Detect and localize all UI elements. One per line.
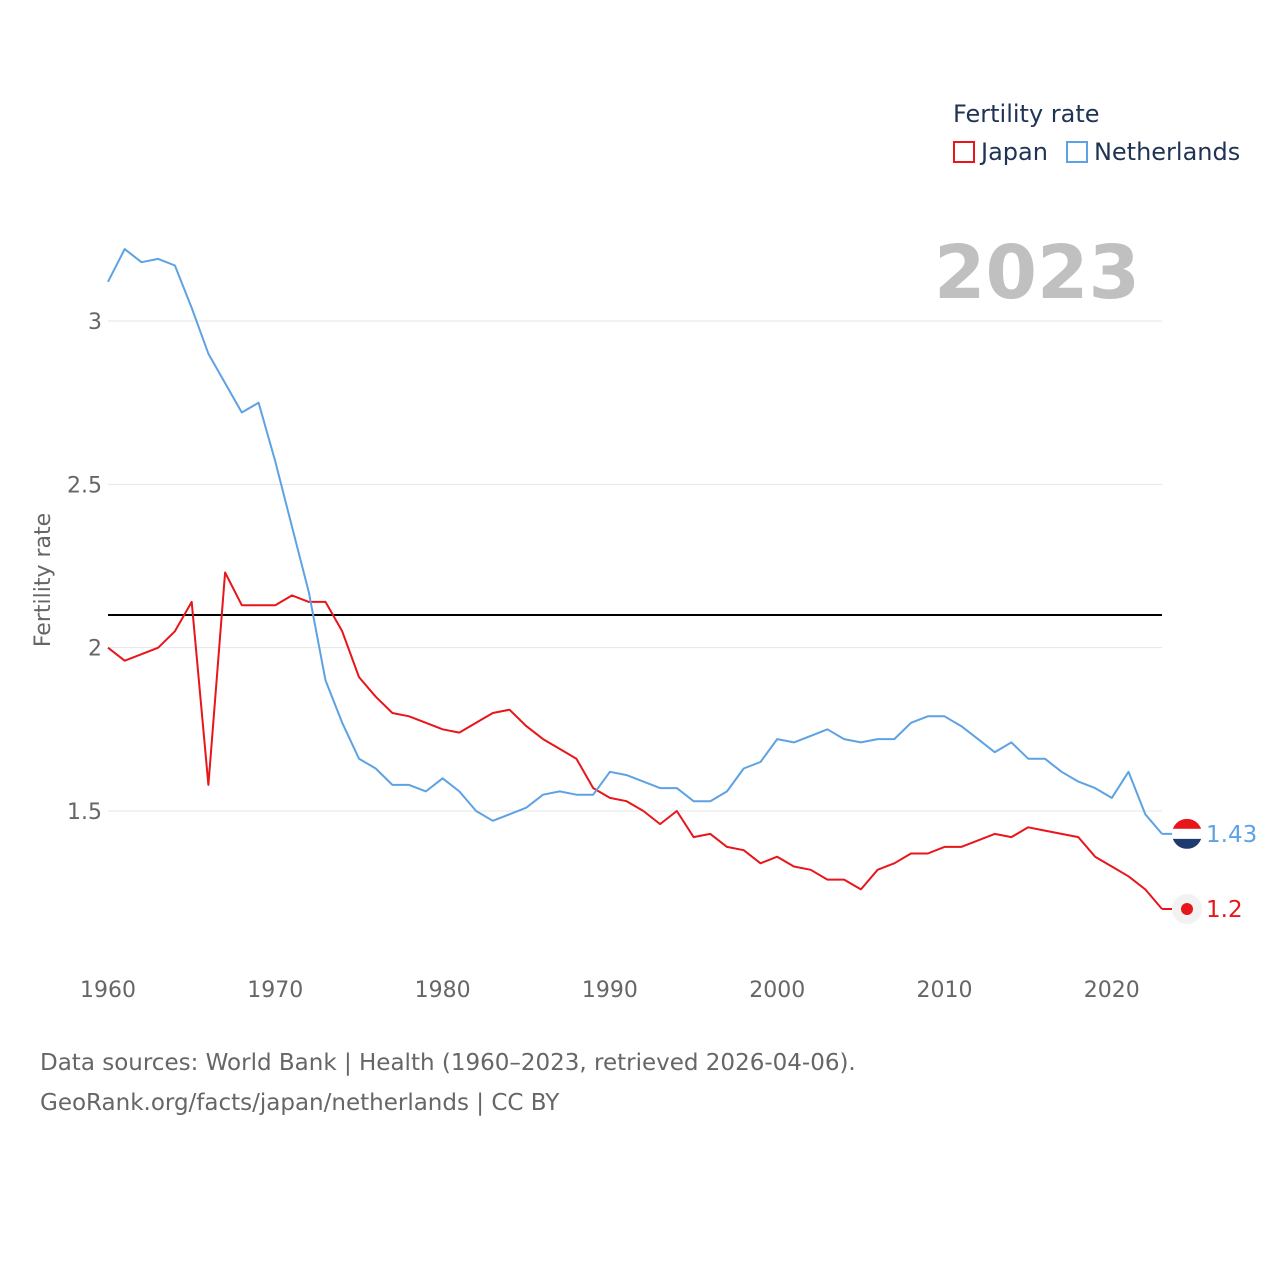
y-tick-label-2: 2 (88, 637, 102, 662)
x-tick-label-2000: 2000 (749, 978, 805, 1003)
x-tick-label-1980: 1980 (415, 978, 471, 1003)
x-tick-label-2020: 2020 (1084, 978, 1140, 1003)
legend-title: Fertility rate (953, 100, 1100, 128)
x-tick-label-2010: 2010 (917, 978, 973, 1003)
series-line-netherlands (107, 248, 1163, 835)
x-tick-label-1990: 1990 (582, 978, 638, 1003)
legend-swatch-japan (953, 141, 975, 163)
x-axis-ticks: 1960 1970 1980 1990 2000 2010 2020 (80, 978, 1140, 1003)
netherlands-flag-icon (1172, 818, 1202, 849)
y-axis-ticks: 1.5 2 2.5 3 (67, 310, 102, 825)
japan-flag-disc (1181, 903, 1193, 915)
flag-stripe-red (1172, 818, 1202, 829)
x-tick-label-1960: 1960 (80, 978, 136, 1003)
gridlines (108, 320, 1162, 812)
y-tick-label-1.5: 1.5 (67, 800, 102, 825)
y-axis-label: Fertility rate (31, 513, 56, 647)
legend-item-japan[interactable]: Japan (953, 138, 1048, 166)
legend-label-netherlands: Netherlands (1093, 138, 1241, 166)
legend: Fertility rate Japan Netherlands (953, 100, 1240, 166)
end-markers: 1.2 1.43 (1162, 818, 1257, 924)
end-value-label-netherlands: 1.43 (1206, 822, 1257, 848)
flag-stripe-white (1172, 828, 1202, 839)
series-lines (107, 248, 1163, 910)
legend-label-japan: Japan (981, 138, 1048, 166)
end-value-label-japan: 1.2 (1206, 897, 1243, 923)
flag-stripe-blue (1172, 838, 1202, 849)
y-tick-label-2.5: 2.5 (67, 473, 102, 498)
y-tick-label-3: 3 (88, 310, 102, 335)
legend-item-netherlands[interactable]: Netherlands (1065, 138, 1241, 166)
x-tick-label-1970: 1970 (247, 978, 303, 1003)
legend-swatch-netherlands (1065, 141, 1088, 163)
series-line-japan (107, 571, 1163, 910)
footer: Data sources: World Bank | Health (1960–… (40, 1043, 856, 1123)
year-watermark: 2023 (934, 230, 1140, 316)
footer-sources: Data sources: World Bank | Health (1960–… (40, 1050, 856, 1076)
footer-link[interactable]: GeoRank.org/facts/japan/netherlands | CC… (40, 1090, 560, 1116)
